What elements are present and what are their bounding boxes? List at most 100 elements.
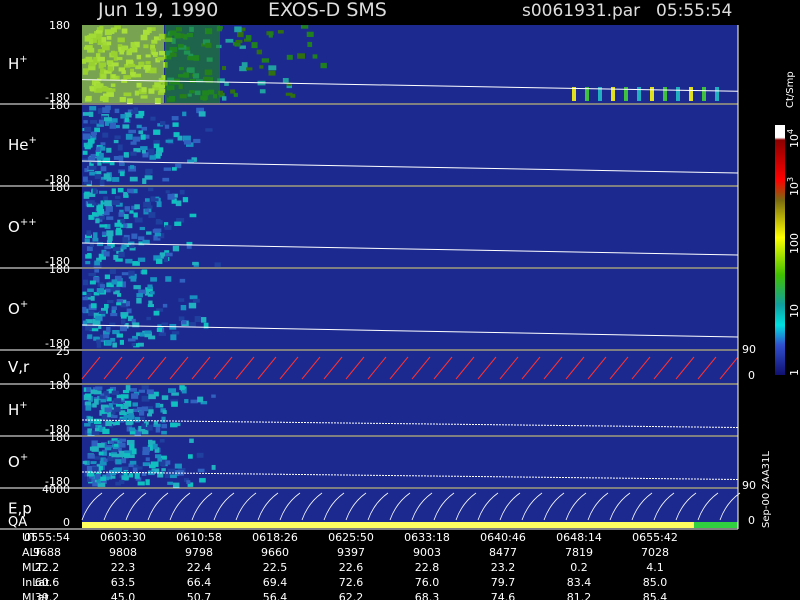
spectrum-cell bbox=[239, 65, 247, 72]
spectrum-cell bbox=[572, 87, 576, 101]
footer-value: 22.5 bbox=[263, 561, 288, 574]
footer-value: 68.3 bbox=[415, 591, 440, 600]
sawtooth bbox=[389, 356, 409, 380]
charge: ++ bbox=[20, 217, 37, 228]
panel-label: O++ bbox=[8, 217, 37, 236]
sawtooth bbox=[609, 492, 631, 521]
spectrum-cell bbox=[119, 410, 126, 414]
spectrum-cell bbox=[129, 444, 135, 450]
spectrum-cell bbox=[97, 465, 103, 471]
spectrum-cell bbox=[239, 27, 246, 32]
footer-value: 62.2 bbox=[339, 591, 364, 600]
spectrum-cell bbox=[199, 478, 206, 483]
spectrum-cell bbox=[146, 316, 151, 321]
spectrum-cell bbox=[115, 195, 121, 199]
spectrum-cell bbox=[94, 474, 101, 479]
spectrum-cell bbox=[102, 157, 111, 164]
spectrum-cell bbox=[90, 389, 98, 394]
spectrum-cell bbox=[87, 430, 95, 437]
spectrum-cell bbox=[224, 82, 229, 86]
spectrum-cell bbox=[233, 92, 238, 97]
spectrum-cell bbox=[129, 176, 138, 182]
spectrum-cell bbox=[94, 174, 102, 179]
spectrum-cell bbox=[129, 448, 137, 455]
footer-value: 69.4 bbox=[263, 576, 288, 589]
spectrum-cell bbox=[211, 464, 216, 470]
spectrum-cell bbox=[144, 290, 150, 296]
spectrum-cell bbox=[134, 217, 143, 223]
spectrum-cell bbox=[132, 136, 141, 142]
spectrum-cell bbox=[197, 468, 205, 473]
spectrum-cell bbox=[131, 233, 138, 239]
spectrum-cell bbox=[163, 256, 169, 263]
spectrum-cell bbox=[165, 190, 170, 194]
spectrum-cell bbox=[95, 171, 102, 175]
spectrum-cell bbox=[153, 423, 161, 428]
spectrum-cell bbox=[104, 245, 111, 250]
spectrum-cell bbox=[82, 296, 88, 301]
spectrum-cell bbox=[306, 31, 314, 37]
spectrum-cell bbox=[715, 87, 719, 101]
spectrum-cell bbox=[196, 107, 205, 114]
spectrum-cell bbox=[585, 87, 589, 101]
spectrum-cell bbox=[119, 438, 127, 442]
spectrum-cell bbox=[86, 465, 94, 472]
spectrum-cell bbox=[241, 62, 248, 68]
colorbar-exp: 3 bbox=[786, 177, 795, 182]
spectrum-cell bbox=[93, 397, 101, 401]
spectrum-cell bbox=[91, 446, 99, 452]
spectrum-cell bbox=[110, 475, 116, 479]
spectrum-cell bbox=[109, 162, 115, 166]
spectrum-cell bbox=[183, 140, 192, 145]
footer-value: 9688 bbox=[33, 546, 61, 559]
y-tick-label: -180 bbox=[45, 337, 70, 350]
spectrum-cell bbox=[102, 211, 110, 216]
spectrum-cell bbox=[178, 316, 185, 321]
spectrum-cell bbox=[145, 479, 150, 486]
spectrum-cell bbox=[174, 221, 182, 226]
spectrum-cell bbox=[116, 394, 124, 401]
spectrum-cell bbox=[84, 296, 93, 300]
spectrum-cell bbox=[184, 478, 190, 482]
spectrum-cell bbox=[158, 403, 164, 408]
spectrum-cell bbox=[111, 449, 118, 454]
sawtooth bbox=[455, 492, 477, 521]
spectrum-cell bbox=[167, 468, 176, 475]
spectrum-cell bbox=[147, 424, 153, 431]
spectrum-cell bbox=[217, 25, 223, 30]
colorbar-base: 100 bbox=[788, 233, 800, 254]
spectrum-cell bbox=[117, 293, 122, 297]
spectrum-cell bbox=[82, 176, 88, 182]
spectrum-cell bbox=[110, 415, 118, 419]
spectrum-cell bbox=[181, 320, 187, 325]
spectrum-cell bbox=[140, 134, 146, 140]
spectrum-cell bbox=[106, 216, 114, 220]
spectrum-cell bbox=[183, 135, 191, 142]
spectrum-cell bbox=[99, 190, 108, 194]
spectrum-cell bbox=[88, 138, 95, 144]
spectrum-cell bbox=[106, 412, 114, 418]
y-tick-label: -180 bbox=[45, 91, 70, 104]
spectrum-cell bbox=[164, 252, 173, 257]
spectrum-cell bbox=[148, 335, 156, 340]
spectrum-cell bbox=[117, 447, 122, 453]
spectrum-cell bbox=[235, 39, 243, 44]
spectrum-cell bbox=[239, 45, 246, 49]
sawtooth bbox=[521, 492, 543, 521]
spectrum-cell bbox=[104, 224, 111, 229]
spectrum-cell bbox=[99, 460, 107, 466]
spectrum-cell bbox=[87, 419, 94, 424]
spectrum-cell bbox=[161, 395, 169, 400]
y-tick-label: -180 bbox=[45, 173, 70, 186]
spectrum-cell bbox=[153, 143, 160, 149]
spectrum-cell bbox=[106, 282, 114, 288]
spectrum-cell bbox=[142, 152, 149, 158]
spectrum-cell bbox=[84, 168, 89, 173]
spectrum-cell bbox=[88, 111, 94, 117]
spectrum-cell bbox=[101, 423, 107, 427]
spectrum-cell bbox=[110, 118, 118, 123]
spectrum-cell bbox=[98, 146, 106, 151]
spectrum-cell bbox=[171, 167, 177, 171]
spectrum-cell bbox=[217, 78, 225, 83]
spectrum-cell bbox=[124, 112, 132, 118]
